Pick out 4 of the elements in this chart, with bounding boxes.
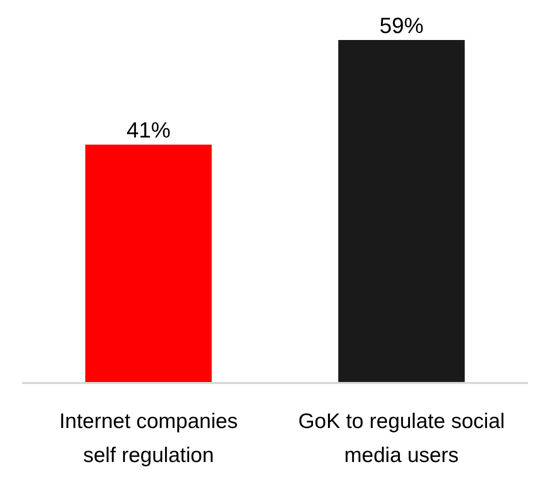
data-label: 59% (379, 13, 424, 38)
x-tick-label: GoK to regulate social media users (298, 410, 505, 467)
x-tick-label: Internet companies self regulation (59, 410, 238, 467)
data-label: 41% (126, 118, 171, 143)
